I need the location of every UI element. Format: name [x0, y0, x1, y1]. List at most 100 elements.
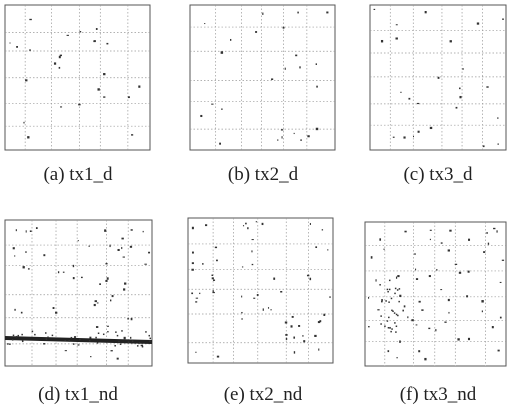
speck [444, 321, 447, 323]
speck [211, 103, 214, 105]
speck [293, 336, 296, 339]
speck [219, 142, 221, 145]
speck [27, 136, 30, 139]
panel-caption: (b) tx2_d [228, 164, 299, 185]
speck [195, 297, 199, 299]
speck [130, 336, 132, 339]
speck [381, 299, 383, 302]
speck [396, 356, 398, 359]
speck [449, 40, 452, 43]
speck [57, 271, 60, 274]
speck [204, 23, 206, 25]
speck [106, 42, 109, 45]
speck [309, 222, 311, 225]
speck [72, 277, 75, 280]
speck [51, 334, 54, 337]
speck [80, 276, 83, 279]
speck [88, 339, 91, 342]
speck [392, 310, 394, 313]
speck [277, 139, 279, 141]
speck [399, 340, 401, 343]
speck [424, 357, 427, 361]
speck [282, 26, 285, 29]
speck [47, 336, 49, 338]
speck [96, 302, 99, 304]
speck [221, 108, 223, 110]
speck [421, 309, 424, 311]
speck [93, 303, 96, 307]
speck [418, 300, 421, 303]
speck [329, 296, 331, 298]
speck [394, 292, 396, 295]
speck [408, 97, 411, 100]
speck [110, 350, 113, 352]
speck [88, 245, 90, 247]
speck [309, 277, 312, 281]
speck [398, 288, 401, 290]
speck [392, 136, 395, 138]
speck [118, 340, 120, 343]
speck [12, 334, 15, 337]
speck [31, 330, 34, 333]
speck [59, 54, 62, 57]
panel: (a) tx1_d [4, 4, 151, 185]
speck [327, 249, 329, 251]
speck [454, 263, 458, 265]
speck [111, 295, 114, 298]
speck [415, 268, 417, 271]
speck [404, 230, 407, 233]
speck [14, 308, 16, 311]
speck [62, 271, 65, 273]
speck [267, 307, 270, 309]
speck [455, 106, 458, 109]
speck [107, 325, 109, 327]
speck [407, 316, 409, 319]
speck [403, 305, 406, 308]
speck [89, 336, 92, 339]
speck [262, 12, 264, 15]
speck [191, 268, 194, 271]
speck [95, 28, 98, 30]
panel: (f) tx3_nd [364, 221, 507, 405]
speck [400, 91, 402, 93]
speck [468, 238, 471, 241]
speck [467, 270, 470, 273]
speck [241, 311, 243, 314]
panel-caption: (c) tx3_d [403, 164, 473, 185]
speck [105, 262, 108, 265]
panel-frame [189, 4, 336, 151]
speck [79, 31, 82, 33]
speck [462, 68, 464, 70]
speck [457, 338, 460, 341]
dense-band [5, 336, 152, 344]
speck [437, 76, 440, 79]
speck [127, 318, 130, 320]
speck [131, 134, 134, 136]
speck [303, 340, 306, 343]
speck [293, 132, 295, 135]
speck [395, 331, 397, 333]
speck [9, 343, 11, 345]
speck [131, 340, 134, 342]
speck [502, 18, 504, 20]
speck [16, 46, 18, 48]
speck [105, 279, 108, 282]
speck [418, 350, 421, 353]
speck [123, 288, 126, 291]
speck [314, 334, 317, 337]
speck [273, 277, 276, 280]
speck [285, 334, 288, 336]
speck [284, 67, 286, 70]
speck [102, 333, 105, 336]
speck [58, 66, 61, 69]
speck [295, 54, 298, 57]
speck [387, 350, 390, 353]
speck [212, 290, 214, 292]
speck [22, 266, 25, 269]
speck [25, 251, 27, 253]
speck [55, 311, 58, 314]
speck [25, 230, 27, 233]
speck [15, 335, 18, 338]
speck [397, 314, 399, 317]
speck [121, 237, 124, 240]
